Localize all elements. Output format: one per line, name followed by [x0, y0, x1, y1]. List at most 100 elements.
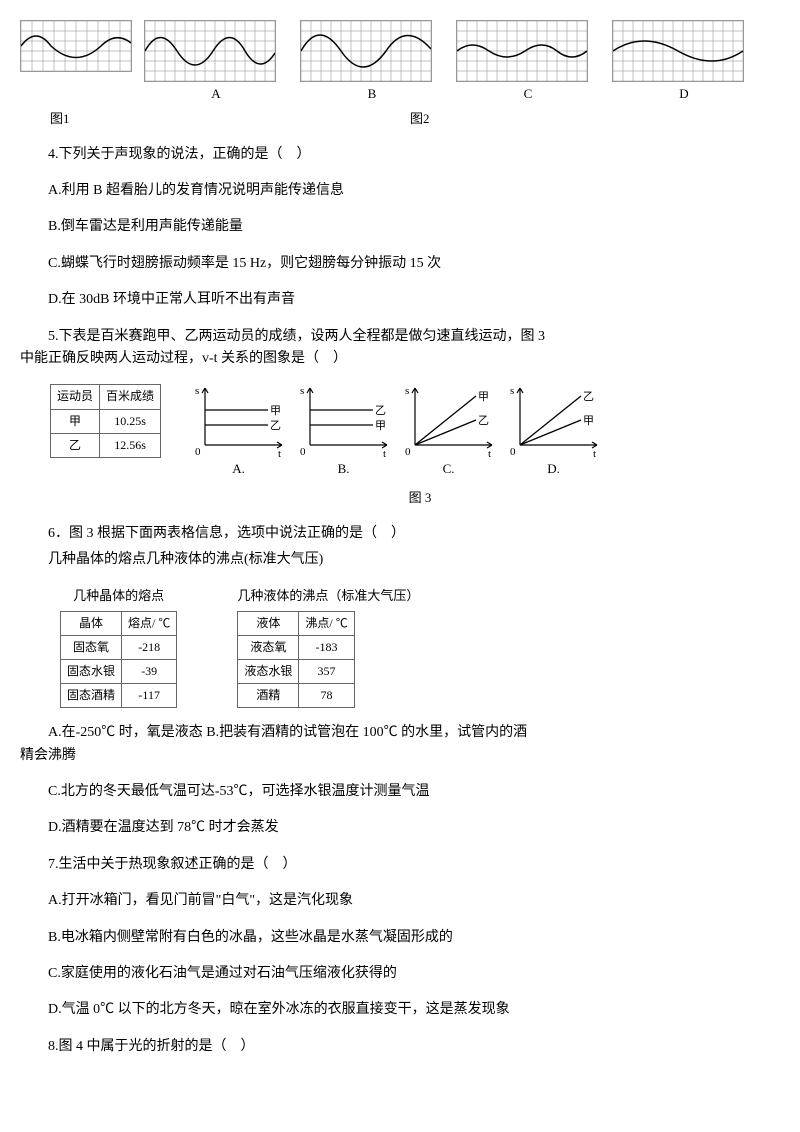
table-row: 液态水银357 [238, 659, 354, 683]
fig2-box-a [144, 20, 276, 82]
table-row: 液体沸点/ ℃ [238, 611, 354, 635]
svg-text:甲: 甲 [270, 405, 281, 417]
fig2-item-b: B [300, 20, 444, 105]
q5-stem2: 中能正确反映两人运动过程，v-t 关系的图象是（ ） [20, 348, 780, 370]
fig2-item-d: D [612, 20, 756, 105]
cell: 固态氧 [61, 635, 122, 659]
q5-chart-b: st0乙甲B. [296, 384, 391, 480]
fig2-group: ABCD [144, 20, 768, 105]
fig2-box-c [456, 20, 588, 82]
q6-opt-d: D.酒精要在温度达到 78℃ 时才会蒸发 [20, 817, 780, 839]
svg-text:乙: 乙 [583, 390, 594, 403]
q6-t1: 晶体熔点/ ℃ 固态氧-218 固态水银-39 固态酒精-117 [60, 611, 177, 709]
svg-text:s: s [405, 385, 409, 397]
fig2-box-d [612, 20, 744, 82]
q6-tables: 几种晶体的熔点 晶体熔点/ ℃ 固态氧-218 固态水银-39 固态酒精-117… [60, 586, 780, 709]
cell: 固态酒精 [61, 684, 122, 708]
cell: 沸点/ ℃ [299, 611, 354, 635]
q6-opt-a2: 精会沸腾 [20, 745, 780, 767]
q7-opt-b: B.电冰箱内侧壁常附有白色的冰晶，这些冰晶是水蒸气凝固形成的 [20, 927, 780, 949]
svg-text:s: s [300, 385, 304, 397]
fig2-item-a: A [144, 20, 288, 105]
q4-opt-c: C.蝴蝶飞行时翅膀振动频率是 15 Hz，则它翅膀每分钟振动 15 次 [20, 253, 780, 275]
svg-text:乙: 乙 [270, 419, 281, 432]
q5-table: 运动员 百米成绩 甲 10.25s 乙 12.56s [50, 384, 161, 458]
q5-r0c0: 甲 [51, 409, 100, 433]
table-row: 固态氧-218 [61, 635, 177, 659]
q5-r0c1: 10.25s [100, 409, 161, 433]
fig2-label: 图2 [410, 109, 430, 130]
svg-text:0: 0 [405, 446, 411, 458]
q6-t2-block: 几种液体的沸点（标准大气压） 液体沸点/ ℃ 液态氧-183 液态水银357 酒… [237, 586, 419, 709]
q6-opt-a: A.在-250℃ 时，氧是液态 B.把装有酒精的试管泡在 100℃ 的水里，试管… [20, 722, 780, 744]
fig1-group [20, 20, 144, 72]
table-row: 甲 10.25s [51, 409, 161, 433]
fig2-label-d: D [612, 84, 756, 105]
svg-text:0: 0 [300, 446, 306, 458]
fig1-label: 图1 [50, 109, 170, 130]
q5-th-1: 百米成绩 [100, 385, 161, 409]
q7-opt-c: C.家庭使用的液化石油气是通过对石油气压缩液化获得的 [20, 963, 780, 985]
cell: -183 [299, 635, 354, 659]
cell: 酒精 [238, 684, 299, 708]
q7-opt-d: D.气温 0℃ 以下的北方冬天，晾在室外冰冻的衣服直接变干，这是蒸发现象 [20, 999, 780, 1021]
table-row: 乙 12.56s [51, 433, 161, 457]
table-row: 固态酒精-117 [61, 684, 177, 708]
q5-r1c0: 乙 [51, 433, 100, 457]
cell: 液体 [238, 611, 299, 635]
cell: 357 [299, 659, 354, 683]
svg-text:t: t [488, 448, 491, 459]
svg-text:t: t [278, 448, 281, 459]
q6-t2: 液体沸点/ ℃ 液态氧-183 液态水银357 酒精78 [237, 611, 354, 709]
fig3-label: 图 3 [320, 488, 520, 509]
q6-t1-block: 几种晶体的熔点 晶体熔点/ ℃ 固态氧-218 固态水银-39 固态酒精-117 [60, 586, 177, 709]
fig-captions: 图1 图2 [20, 109, 780, 130]
cell: -117 [122, 684, 177, 708]
svg-text:s: s [510, 385, 514, 397]
fig1-box [20, 20, 132, 72]
q5-th-0: 运动员 [51, 385, 100, 409]
q5-chart-label: A. [191, 459, 286, 480]
table-row: 晶体熔点/ ℃ [61, 611, 177, 635]
q5-chart-label: C. [401, 459, 496, 480]
q7-stem: 7.生活中关于热现象叙述正确的是（ ） [20, 854, 780, 876]
q8-stem: 8.图 4 中属于光的折射的是（ ） [20, 1036, 780, 1058]
q5-chart-d: st0乙甲D. [506, 384, 601, 480]
fig2-label-a: A [144, 84, 288, 105]
cell: 固态水银 [61, 659, 122, 683]
cell: -218 [122, 635, 177, 659]
q5-chart-c: s t 0 甲乙 C. [401, 384, 496, 480]
cell: 熔点/ ℃ [122, 611, 177, 635]
table-row: 固态水银-39 [61, 659, 177, 683]
svg-text:甲: 甲 [478, 391, 489, 403]
svg-text:0: 0 [510, 446, 516, 458]
svg-text:乙: 乙 [478, 414, 489, 427]
svg-text:乙: 乙 [375, 404, 386, 417]
svg-text:0: 0 [195, 446, 201, 458]
table-row: 酒精78 [238, 684, 354, 708]
q4-opt-d: D.在 30dB 环境中正常人耳听不出有声音 [20, 289, 780, 311]
svg-text:甲: 甲 [375, 420, 386, 432]
q5-chart-label: D. [506, 459, 601, 480]
q4-opt-a: A.利用 B 超看胎儿的发育情况说明声能传递信息 [20, 180, 780, 202]
svg-text:t: t [383, 448, 386, 459]
table-row: 液态氧-183 [238, 635, 354, 659]
q5-row: 运动员 百米成绩 甲 10.25s 乙 12.56s st0甲乙A.st0乙甲B… [20, 384, 780, 480]
svg-text:甲: 甲 [583, 415, 594, 427]
cell: 78 [299, 684, 354, 708]
table-row: 运动员 百米成绩 [51, 385, 161, 409]
q5-stem1: 5.下表是百米赛跑甲、乙两运动员的成绩，设两人全程都是做匀速直线运动，图 3 [20, 326, 780, 348]
cell: 晶体 [61, 611, 122, 635]
fig2-label-b: B [300, 84, 444, 105]
cell: -39 [122, 659, 177, 683]
q5-chart-a: st0甲乙A. [191, 384, 286, 480]
q6-sub: 几种晶体的熔点几种液体的沸点(标准大气压) [20, 549, 780, 571]
q5-charts: st0甲乙A.st0乙甲B.st0甲乙C.st0乙甲D. [181, 384, 601, 480]
q6-stem: 6．图 3 根据下面两表格信息，选项中说法正确的是（ ） [20, 523, 780, 545]
cell: 液态水银 [238, 659, 299, 683]
q4-opt-b: B.倒车雷达是利用声能传递能量 [20, 216, 780, 238]
q4-stem: 4.下列关于声现象的说法，正确的是（ ） [20, 144, 780, 166]
cell: 液态氧 [238, 635, 299, 659]
q5-table-wrap: 运动员 百米成绩 甲 10.25s 乙 12.56s [50, 384, 161, 458]
q6-t2-caption: 几种液体的沸点（标准大气压） [237, 586, 419, 607]
